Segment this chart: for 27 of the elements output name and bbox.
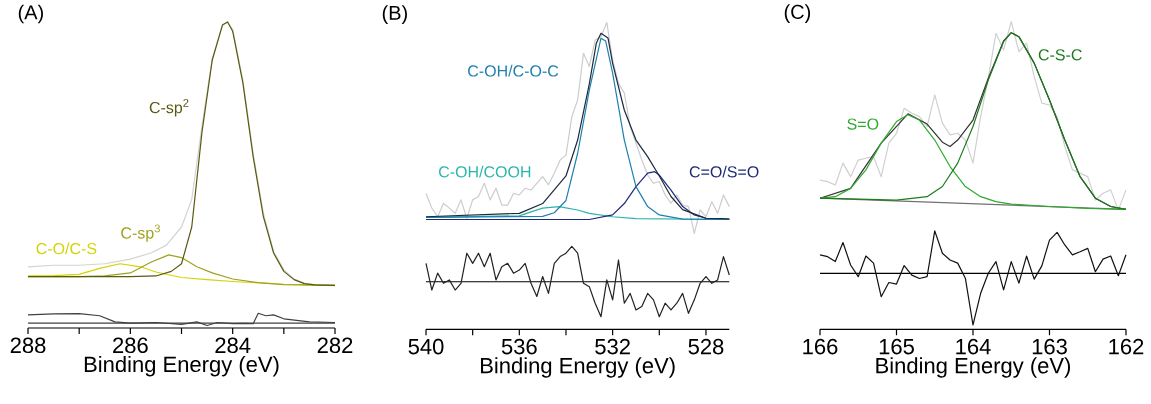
series-label: C=O/S=O [689, 165, 759, 178]
series-label: C-S-C [1038, 49, 1082, 61]
x-axis-title: Binding Energy (eV) [876, 357, 1071, 378]
text: C-OH/COOH [439, 165, 531, 178]
x-tick-label: 540 [408, 338, 444, 355]
series-label: C-O/C-S [36, 242, 97, 255]
series-label: S=O [847, 118, 879, 130]
x-tick-label: 284 [215, 337, 251, 354]
x-tick-label: 532 [595, 338, 630, 355]
text: C-OH/C-O-C [468, 64, 559, 77]
chart-title: (A) [18, 4, 43, 24]
chart-title: (C) [784, 4, 811, 23]
x-tick-label: 286 [113, 337, 148, 354]
x-tick-label: 163 [1032, 338, 1067, 355]
x-tick-label: 536 [501, 338, 537, 355]
x-tick-label: 282 [317, 337, 353, 354]
x-tick-label: 166 [803, 338, 838, 355]
x-tick-label: 528 [688, 338, 724, 355]
chart-title: (B) [382, 5, 407, 24]
x-axis-title: Binding Energy (eV) [481, 357, 675, 378]
series-label: C-sp$^{2}$ [149, 98, 189, 117]
x-tick-label: 288 [10, 337, 46, 354]
x-tick-label: 165 [879, 338, 914, 355]
series-label: C-sp$^{3}$ [121, 224, 160, 242]
x-axis-title: Binding Energy (eV) [84, 355, 279, 377]
x-tick-label: 162 [1109, 338, 1144, 355]
x-tick-label: 164 [956, 338, 991, 355]
